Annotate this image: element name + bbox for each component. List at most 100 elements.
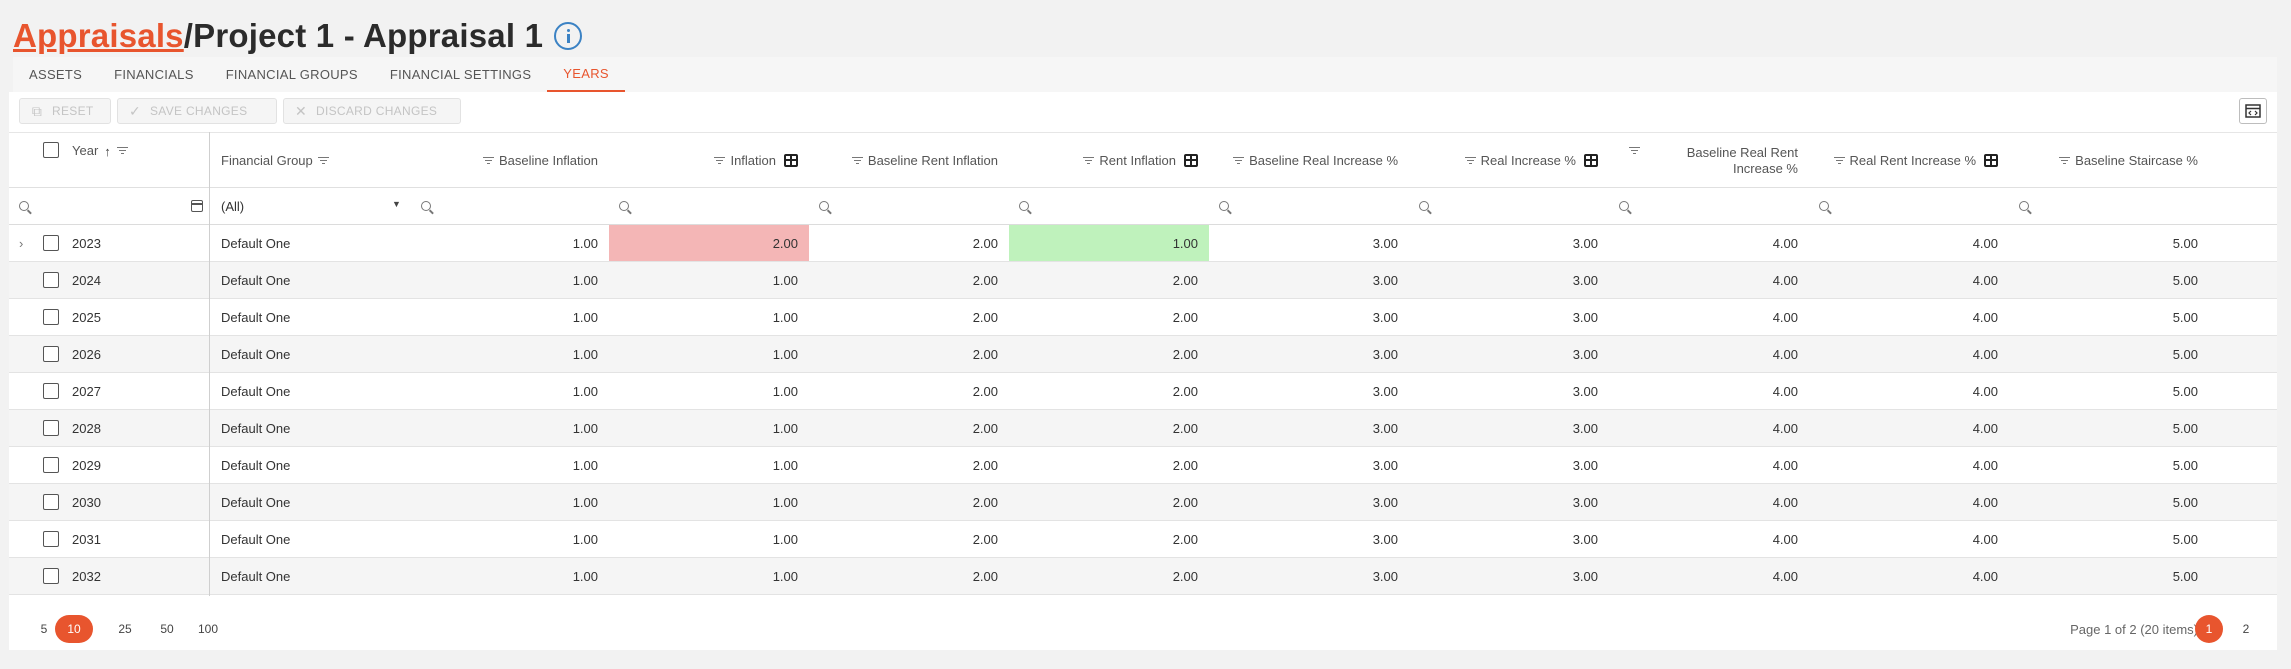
filter-icon[interactable] xyxy=(1083,156,1095,165)
page-1-button[interactable]: 1 xyxy=(2195,615,2223,643)
calendar-icon[interactable] xyxy=(191,200,203,212)
financial-group-cell[interactable]: Default One xyxy=(221,309,291,325)
row-checkbox[interactable] xyxy=(43,235,59,251)
header-col-6[interactable]: Baseline Real Increase % xyxy=(1209,133,1409,188)
table-row[interactable]: › 2023 Default One 1.00 2.00 2.00 1.00 3.00 3.00… xyxy=(9,225,2277,262)
filter-input[interactable] xyxy=(2009,188,2209,224)
value-cell[interactable]: 1.00 xyxy=(772,383,798,399)
tab-financial-groups[interactable]: FINANCIAL GROUPS xyxy=(225,67,358,82)
page-2-button[interactable]: 2 xyxy=(2242,622,2250,636)
financial-group-cell[interactable]: Default One xyxy=(221,235,291,251)
financial-group-cell[interactable]: Default One xyxy=(221,568,291,584)
table-row[interactable]: 2027 Default One 1.00 1.00 2.00 2.00 3.00 3.00 4… xyxy=(9,373,2277,410)
tab-assets[interactable]: ASSETS xyxy=(29,67,83,82)
value-cell[interactable]: 4.00 xyxy=(1972,309,1998,325)
value-cell[interactable]: 3.00 xyxy=(1572,272,1598,288)
value-cell[interactable]: 2.00 xyxy=(1172,272,1198,288)
header-col-8[interactable]: Baseline Real Rent Increase % xyxy=(1609,133,1809,188)
table-row[interactable]: 2031 Default One 1.00 1.00 2.00 2.00 3.00 3.00 4… xyxy=(9,521,2277,558)
value-cell[interactable]: 3.00 xyxy=(1572,568,1598,584)
value-cell[interactable]: 3.00 xyxy=(1572,420,1598,436)
sort-ascending-icon[interactable]: ↑ xyxy=(104,143,111,159)
value-cell[interactable]: 2.00 xyxy=(1172,420,1198,436)
row-checkbox[interactable] xyxy=(43,457,59,473)
table-row[interactable]: 2029 Default One 1.00 1.00 2.00 2.00 3.00 3.00 4… xyxy=(9,447,2277,484)
save-changes-button[interactable]: ✓ SAVE CHANGES xyxy=(117,98,277,124)
column-chooser-button[interactable] xyxy=(2239,98,2267,124)
value-cell[interactable]: 4.00 xyxy=(1972,568,1998,584)
value-cell[interactable]: 4.00 xyxy=(1972,457,1998,473)
value-cell[interactable]: 3.00 xyxy=(1572,383,1598,399)
tab-years[interactable]: YEARS xyxy=(547,57,625,92)
value-cell[interactable]: 4.00 xyxy=(1972,531,1998,547)
value-cell[interactable]: 1.00 xyxy=(772,346,798,362)
filter-icon[interactable] xyxy=(1833,156,1845,165)
header-col-3[interactable]: Inflation xyxy=(609,133,809,188)
value-cell[interactable]: 1.00 xyxy=(772,420,798,436)
filter-icon[interactable] xyxy=(714,156,726,165)
header-year[interactable]: Year ↑ xyxy=(9,133,209,188)
tab-financial-settings[interactable]: FINANCIAL SETTINGS xyxy=(389,67,532,82)
header-col-10[interactable]: Baseline Staircase % xyxy=(2009,133,2209,188)
value-cell[interactable]: 2.00 xyxy=(609,225,809,261)
row-checkbox[interactable] xyxy=(43,383,59,399)
value-cell[interactable]: 4.00 xyxy=(1972,383,1998,399)
discard-changes-button[interactable]: ✕ DISCARD CHANGES xyxy=(283,98,461,124)
filter-input[interactable] xyxy=(1409,188,1609,224)
value-cell[interactable]: 2.00 xyxy=(1172,568,1198,584)
filter-icon[interactable] xyxy=(1464,156,1476,165)
header-col-2[interactable]: Baseline Inflation xyxy=(417,133,609,188)
value-cell[interactable]: 4.00 xyxy=(1972,346,1998,362)
page-size-100[interactable]: 100 xyxy=(198,622,219,636)
value-cell[interactable]: 4.00 xyxy=(1972,272,1998,288)
value-cell[interactable]: 2.00 xyxy=(1172,494,1198,510)
header-col-7[interactable]: Real Increase % xyxy=(1409,133,1609,188)
value-cell[interactable]: 1.00 xyxy=(1009,225,1209,261)
table-row[interactable]: 2028 Default One 1.00 1.00 2.00 2.00 3.00 3.00 4… xyxy=(9,410,2277,447)
header-col-9[interactable]: Real Rent Increase % xyxy=(1809,133,2009,188)
value-cell[interactable]: 2.00 xyxy=(1172,346,1198,362)
value-cell[interactable]: 4.00 xyxy=(1972,494,1998,510)
header-col-4[interactable]: Baseline Rent Inflation xyxy=(809,133,1009,188)
financial-group-filter-select[interactable]: (All) ▼ xyxy=(209,188,431,224)
financial-group-cell[interactable]: Default One xyxy=(221,494,291,510)
financial-group-cell[interactable]: Default One xyxy=(221,420,291,436)
filter-icon[interactable] xyxy=(1629,147,1640,155)
reset-button[interactable]: ⧉ RESET xyxy=(19,98,111,124)
breadcrumb-appraisals-link[interactable]: Appraisals xyxy=(13,17,184,54)
row-checkbox[interactable] xyxy=(43,272,59,288)
value-cell[interactable]: 2.00 xyxy=(1172,383,1198,399)
page-size-50[interactable]: 50 xyxy=(160,622,174,636)
financial-group-cell[interactable]: Default One xyxy=(221,272,291,288)
value-cell[interactable]: 1.00 xyxy=(772,531,798,547)
table-row[interactable]: 2024 Default One 1.00 1.00 2.00 2.00 3.00 3.00 4… xyxy=(9,262,2277,299)
filter-input[interactable] xyxy=(1209,188,1409,224)
filter-year-cell[interactable] xyxy=(9,188,209,224)
filter-icon[interactable] xyxy=(851,156,863,165)
row-checkbox[interactable] xyxy=(43,531,59,547)
filter-input[interactable] xyxy=(1809,188,2009,224)
value-cell[interactable]: 2.00 xyxy=(1172,309,1198,325)
filter-input[interactable] xyxy=(1009,188,1209,224)
filter-icon[interactable] xyxy=(1233,156,1245,165)
value-cell[interactable]: 3.00 xyxy=(1572,494,1598,510)
row-checkbox[interactable] xyxy=(43,420,59,436)
chevron-right-icon[interactable]: › xyxy=(19,235,24,251)
select-all-checkbox[interactable] xyxy=(43,142,59,158)
value-cell[interactable]: 3.00 xyxy=(1572,309,1598,325)
header-col-5[interactable]: Rent Inflation xyxy=(1009,133,1209,188)
financial-group-cell[interactable]: Default One xyxy=(221,531,291,547)
financial-group-cell[interactable]: Default One xyxy=(221,383,291,399)
value-cell[interactable]: 2.00 xyxy=(1172,457,1198,473)
value-cell[interactable]: 1.00 xyxy=(772,457,798,473)
page-size-25[interactable]: 25 xyxy=(118,622,132,636)
value-cell[interactable]: 3.00 xyxy=(1572,346,1598,362)
row-checkbox[interactable] xyxy=(43,309,59,325)
value-cell[interactable]: 4.00 xyxy=(1972,235,1998,251)
value-cell[interactable]: 1.00 xyxy=(772,568,798,584)
row-checkbox[interactable] xyxy=(43,346,59,362)
row-checkbox[interactable] xyxy=(43,494,59,510)
value-cell[interactable]: 3.00 xyxy=(1572,531,1598,547)
row-checkbox[interactable] xyxy=(43,568,59,584)
tab-financials[interactable]: FINANCIALS xyxy=(114,67,194,82)
